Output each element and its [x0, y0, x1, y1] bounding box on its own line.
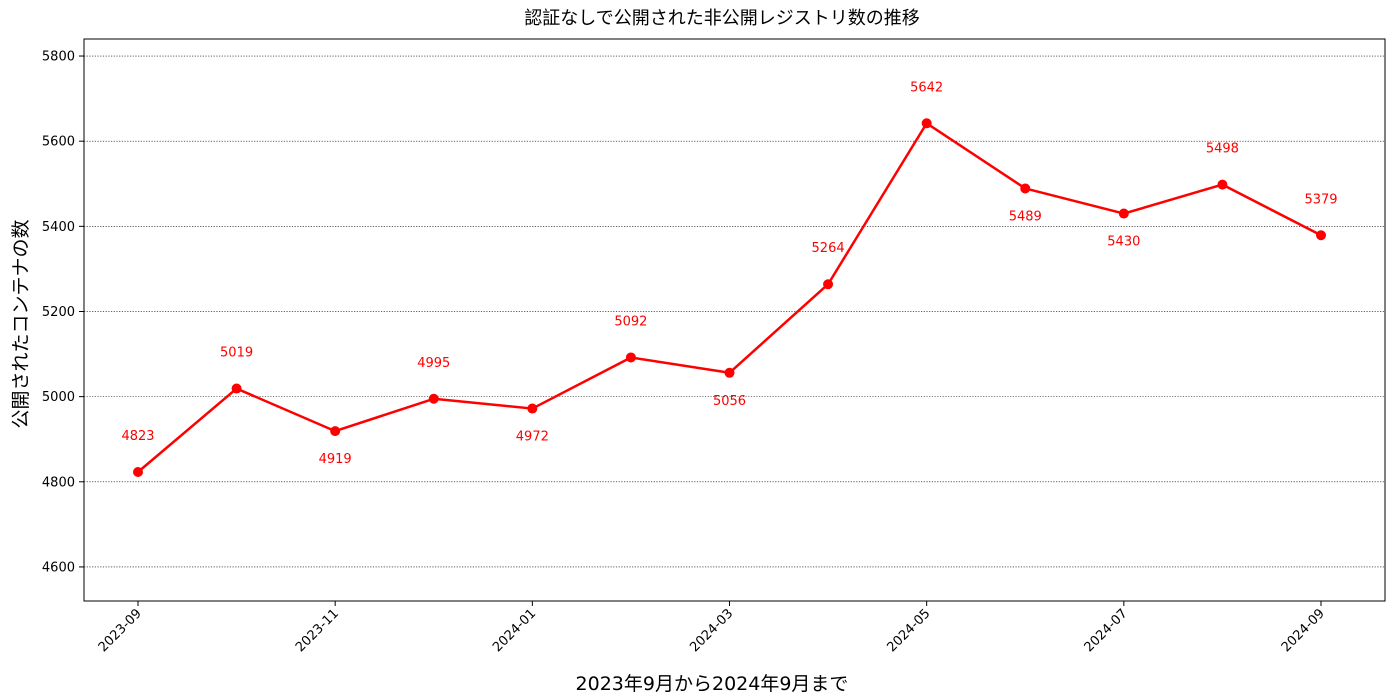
data-point	[1316, 230, 1326, 241]
y-axis-label: 公開されたコンテナの数	[10, 219, 32, 428]
data-point	[823, 279, 834, 290]
x-tick-label: 2024-07	[1082, 606, 1131, 655]
data-point	[625, 352, 636, 363]
data-label: 4823	[121, 429, 154, 444]
data-point	[330, 426, 341, 437]
data-label: 5019	[220, 346, 253, 361]
data-point	[527, 403, 538, 414]
x-tick-label: 2024-05	[884, 606, 933, 655]
data-point	[1118, 208, 1129, 219]
x-tick-label: 2023-09	[96, 606, 145, 655]
data-label: 4919	[319, 452, 352, 467]
data-series	[133, 118, 1326, 477]
x-axis-label: 2023年9月から2024年9月まで	[576, 673, 849, 695]
data-label: 5379	[1304, 192, 1337, 207]
y-tick-label: 5400	[42, 220, 75, 235]
data-point	[231, 383, 242, 394]
data-label: 4972	[516, 430, 549, 445]
chart-title: 認証なしで公開された非公開レジストリ数の推移	[524, 8, 919, 29]
x-tick-label: 2024-09	[1279, 606, 1328, 655]
plot-area-frame	[83, 38, 1386, 602]
y-tick-label: 5600	[42, 135, 75, 150]
y-tick-label: 5800	[42, 50, 75, 65]
data-point	[133, 466, 143, 477]
x-axis-ticks: 2023-09 2023-11 2024-01 2024-03 2024-05 2024-…	[96, 601, 1328, 655]
y-tick-label: 5200	[42, 305, 75, 320]
grid-lines	[84, 55, 1385, 568]
data-point	[1217, 179, 1228, 190]
data-label: 4995	[417, 356, 450, 371]
data-point	[724, 367, 735, 378]
data-label: 5056	[713, 394, 746, 409]
data-label: 5489	[1009, 209, 1042, 224]
data-label: 5430	[1107, 235, 1140, 250]
series-line	[137, 122, 1322, 473]
y-tick-label: 4600	[42, 560, 75, 575]
data-label: 5642	[910, 80, 943, 95]
y-tick-label: 4800	[42, 475, 75, 490]
data-label: 5498	[1206, 142, 1239, 157]
data-label: 5092	[614, 314, 647, 329]
x-tick-label: 2024-03	[687, 606, 736, 655]
y-axis-ticks: 4600 4800 5000 5200 5400 5600 5800	[42, 50, 84, 575]
data-point	[921, 118, 932, 129]
data-label: 5264	[812, 241, 845, 256]
x-tick-label: 2023-11	[293, 606, 342, 655]
x-tick-label: 2024-01	[490, 606, 539, 655]
data-labels: 4823 5019 4919 4995 4972 5092 5056 5264 5642 5489…	[121, 80, 1337, 467]
data-point	[1020, 183, 1031, 194]
data-point	[428, 393, 439, 404]
y-tick-label: 5000	[42, 390, 75, 405]
